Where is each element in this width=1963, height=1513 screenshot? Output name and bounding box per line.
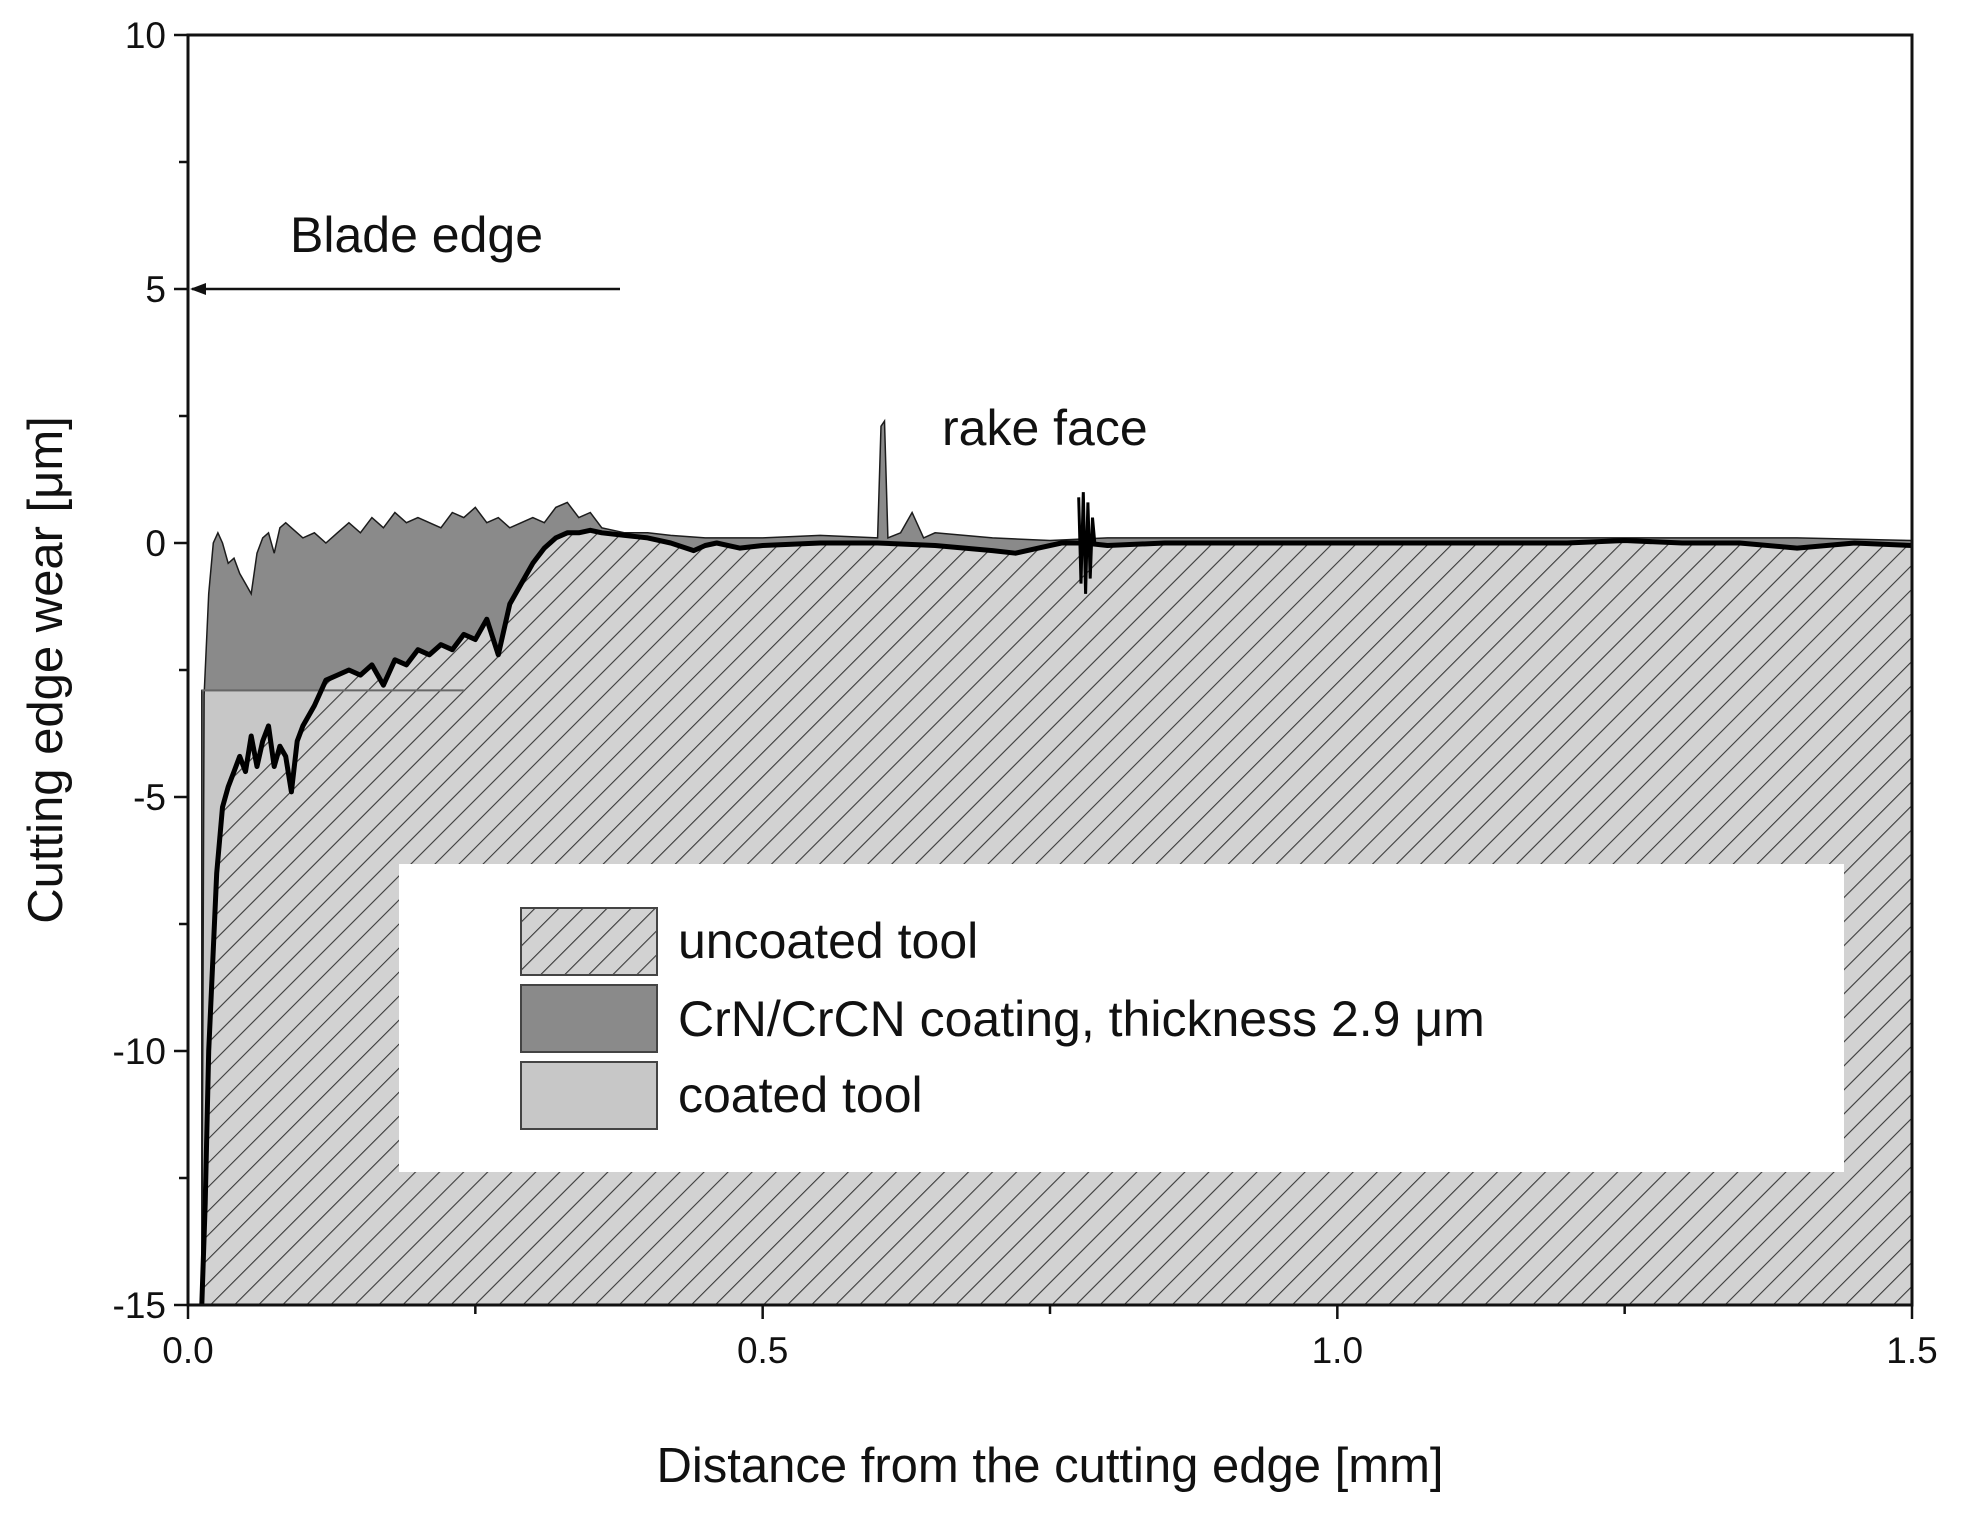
y-tick-label: -5 [133,777,166,818]
legend-swatch-uncoated [520,907,658,976]
y-axis-label: Cutting edge wear [μm] [19,416,73,924]
x-tick-label: 1.5 [1886,1330,1937,1371]
legend-label-uncoated: uncoated tool [678,913,978,969]
profile-noise-spike [1077,492,1097,594]
plot-area [199,418,1912,1305]
x-tick-label: 0.0 [162,1330,213,1371]
y-tick-labels: -15 -10 -5 0 5 10 [113,15,166,1326]
y-tick-label: -10 [113,1031,166,1072]
y-tick-label: 5 [145,269,166,310]
x-tick-labels: 0.0 0.5 1.0 1.5 [162,1330,1937,1371]
legend-label-coated: coated tool [678,1067,923,1123]
legend-swatch-coated [520,1061,658,1130]
y-tick-label: -15 [113,1285,166,1326]
axis-ticks [174,33,1914,1319]
y-tick-label: 0 [145,523,166,564]
legend-swatch-coating [520,984,658,1053]
x-tick-label: 0.5 [737,1330,788,1371]
x-axis-label: Distance from the cutting edge [mm] [656,1439,1443,1493]
legend: uncoated tool CrN/CrCN coating, thicknes… [399,864,1844,1172]
legend-label-coating: CrN/CrCN coating, thickness 2.9 μm [678,991,1485,1047]
x-tick-label: 1.0 [1312,1330,1363,1371]
profile-spike-line [1077,492,1097,594]
y-tick-label: 10 [125,15,166,56]
blade-edge-annotation: Blade edge [290,207,543,263]
rake-face-annotation: rake face [942,400,1148,456]
